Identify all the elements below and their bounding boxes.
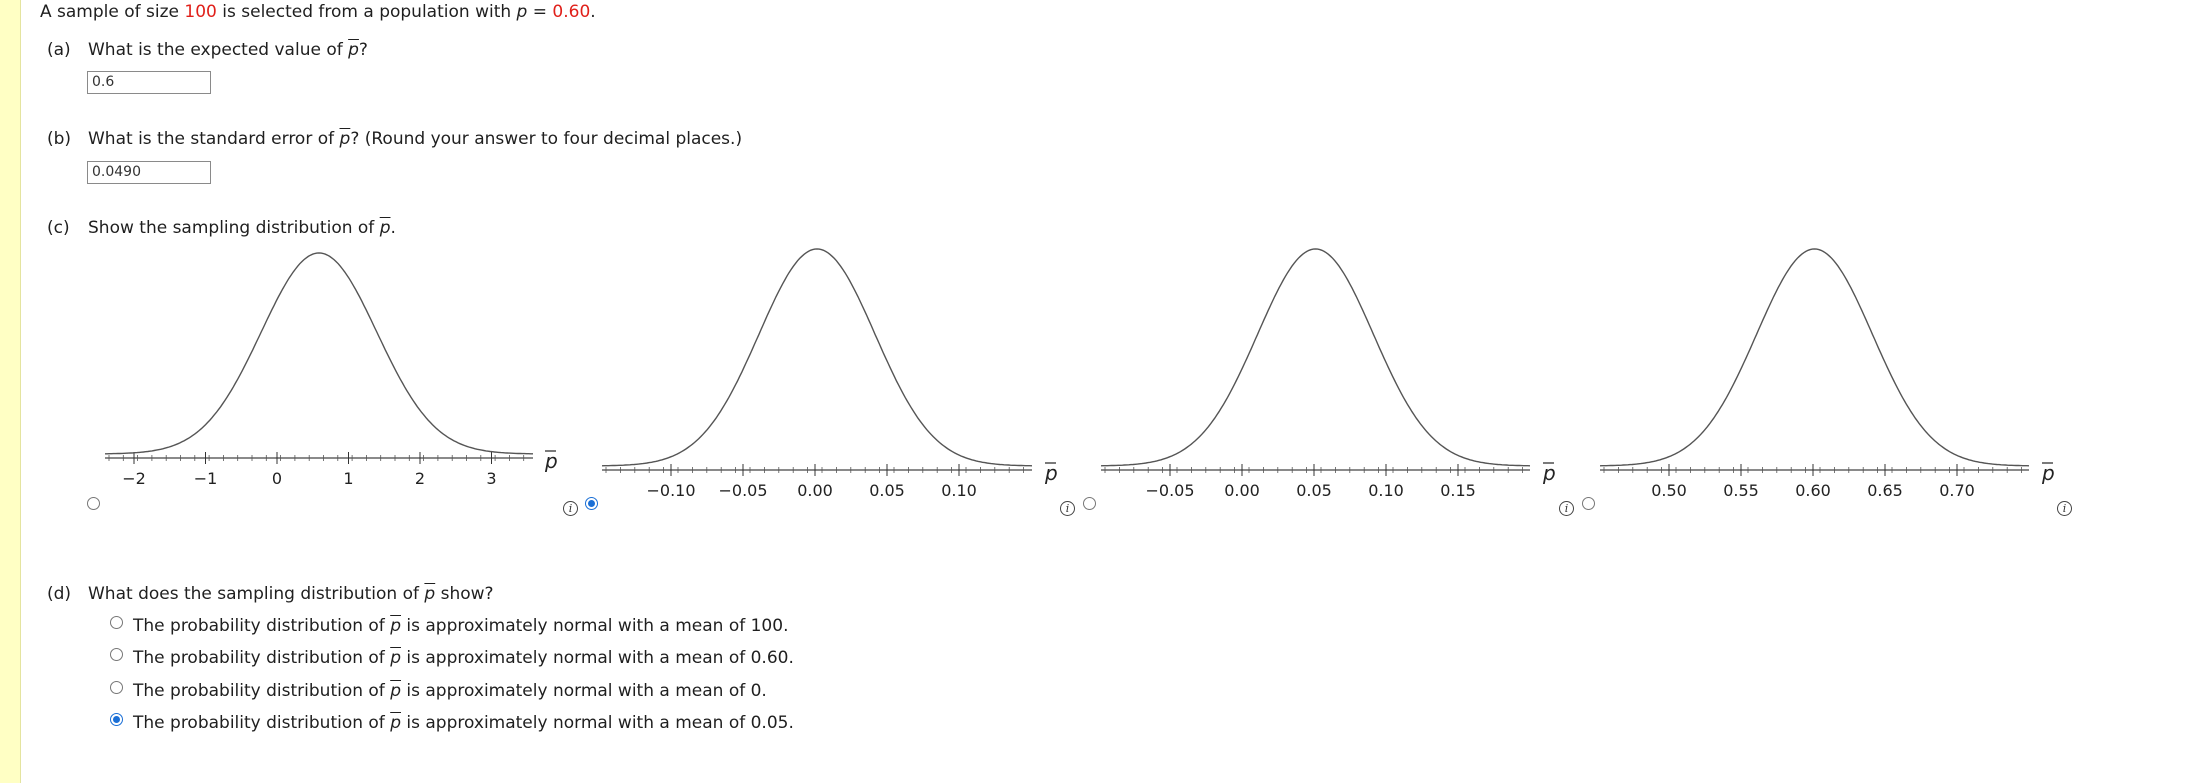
choice-radio-2[interactable] <box>110 648 123 661</box>
choice-radio-4[interactable] <box>110 713 123 726</box>
graph-option-radio-1[interactable] <box>87 497 100 510</box>
tick-label: 1 <box>343 469 353 488</box>
tick-label: 0.00 <box>1224 481 1260 500</box>
choice-text: The probability distribution of <box>133 681 391 701</box>
choice-radio-1[interactable] <box>110 616 123 629</box>
expected-value-input[interactable]: 0.6 <box>87 71 211 94</box>
part-c-label: (c) <box>47 218 70 238</box>
choice-text: The probability distribution of <box>133 616 391 636</box>
tick-label: 0.60 <box>1795 481 1831 500</box>
info-icon[interactable]: i <box>2057 501 2072 516</box>
intro-prefix: A sample of size <box>40 2 185 22</box>
choice-text: The probability distribution of <box>133 648 391 668</box>
tick-label: 2 <box>415 469 425 488</box>
part-a-text: What is the expected value of <box>88 40 349 60</box>
axis-p-bar-symbol: p <box>1542 461 1556 485</box>
graph-option-3: −0.05 0.00 0.05 0.10 0.15 p <box>1100 248 1556 500</box>
p-bar-symbol: p <box>390 616 401 636</box>
part-b-text-end: ? (Round your answer to four decimal pla… <box>350 129 743 149</box>
part-b-question: (b) What is the standard error of p? (Rou… <box>47 129 742 149</box>
tick-label: −1 <box>194 469 218 488</box>
p-bar-symbol: p <box>348 40 359 60</box>
p-bar-symbol: p <box>390 713 401 733</box>
tick-label: 0.10 <box>941 481 977 500</box>
axis-p-bar-symbol: p <box>544 449 558 473</box>
p-bar-symbol: p <box>339 129 351 149</box>
part-d-text-end: show? <box>435 584 494 604</box>
axis-p-bar-symbol: p <box>2041 461 2055 485</box>
part-b-label: (b) <box>47 129 72 149</box>
choice-radio-3[interactable] <box>110 681 123 694</box>
graph-option-radio-4[interactable] <box>1582 497 1595 510</box>
graph-option-radio-3[interactable] <box>1083 497 1096 510</box>
intro-mid: is selected from a population with <box>216 2 517 22</box>
part-b-text: What is the standard error of <box>88 129 340 149</box>
normal-curve <box>105 252 533 455</box>
tick-label: −2 <box>122 469 146 488</box>
normal-curve <box>601 248 1033 467</box>
tick-label: −0.10 <box>646 481 695 500</box>
population-proportion: 0.60 <box>552 2 591 22</box>
choice-label-3[interactable]: The probability distribution of p is app… <box>133 681 767 701</box>
part-c-text: Show the sampling distribution of <box>88 218 380 238</box>
tick-label: 0.00 <box>797 481 833 500</box>
tick-label: 0.05 <box>869 481 905 500</box>
tick-label: 0.70 <box>1939 481 1975 500</box>
normal-curve <box>1599 248 2030 467</box>
sample-size: 100 <box>184 2 217 22</box>
left-margin-bar <box>0 0 21 783</box>
intro-end: . <box>590 2 596 22</box>
equals-sign: = <box>527 2 553 22</box>
info-icon[interactable]: i <box>1559 501 1574 516</box>
choice-text-end: is approximately normal with a mean of 0… <box>401 648 794 668</box>
part-a-question: (a) What is the expected value of p? <box>47 40 368 60</box>
sampling-distribution-graphs: −2 −1 0 1 2 3 p −0.10 −0.05 0.00 0.05 0.10 p −0.05 0.0… <box>105 248 2055 500</box>
choice-text-end: is approximately normal with a mean of 0… <box>401 713 794 733</box>
axis-p-bar-symbol: p <box>1044 461 1058 485</box>
p-bar-symbol: p <box>390 681 401 701</box>
info-icon[interactable]: i <box>563 501 578 516</box>
part-d-text: What does the sampling distribution of <box>88 584 425 604</box>
choice-text: The probability distribution of <box>133 713 391 733</box>
tick-label: 0.15 <box>1440 481 1476 500</box>
choice-label-4[interactable]: The probability distribution of p is app… <box>133 713 794 733</box>
graph-option-2: −0.10 −0.05 0.00 0.05 0.10 p <box>601 248 1058 500</box>
tick-label: −0.05 <box>718 481 767 500</box>
tick-label: 0.55 <box>1723 481 1759 500</box>
tick-label: 3 <box>486 469 496 488</box>
graph-option-1: −2 −1 0 1 2 3 p <box>105 252 558 488</box>
graph-option-radio-2[interactable] <box>585 497 598 510</box>
tick-label: 0.05 <box>1296 481 1332 500</box>
choice-text-end: is approximately normal with a mean of 1… <box>401 616 789 636</box>
graph-option-4: 0.50 0.55 0.60 0.65 0.70 p <box>1599 248 2055 500</box>
part-a-label: (a) <box>47 40 71 60</box>
info-icon[interactable]: i <box>1060 501 1075 516</box>
choice-label-1[interactable]: The probability distribution of p is app… <box>133 616 788 636</box>
part-a-text-end: ? <box>358 40 368 60</box>
p-symbol: p <box>516 2 528 22</box>
tick-label: 0 <box>272 469 282 488</box>
tick-label: 0.65 <box>1867 481 1903 500</box>
part-d-label: (d) <box>47 584 72 604</box>
standard-error-input[interactable]: 0.0490 <box>87 161 211 184</box>
part-c-question: (c) Show the sampling distribution of p. <box>47 218 396 238</box>
choice-text-end: is approximately normal with a mean of 0… <box>401 681 767 701</box>
normal-curve <box>1100 248 1531 467</box>
p-bar-symbol: p <box>390 648 401 668</box>
tick-label: 0.10 <box>1368 481 1404 500</box>
part-c-text-end: . <box>390 218 396 238</box>
intro-text: A sample of size 100 is selected from a … <box>40 2 596 22</box>
p-bar-symbol: p <box>424 584 436 604</box>
part-d-question: (d) What does the sampling distribution o… <box>47 584 494 604</box>
tick-label: 0.50 <box>1651 481 1687 500</box>
choice-label-2[interactable]: The probability distribution of p is app… <box>133 648 794 668</box>
p-bar-symbol: p <box>379 218 391 238</box>
tick-label: −0.05 <box>1145 481 1194 500</box>
